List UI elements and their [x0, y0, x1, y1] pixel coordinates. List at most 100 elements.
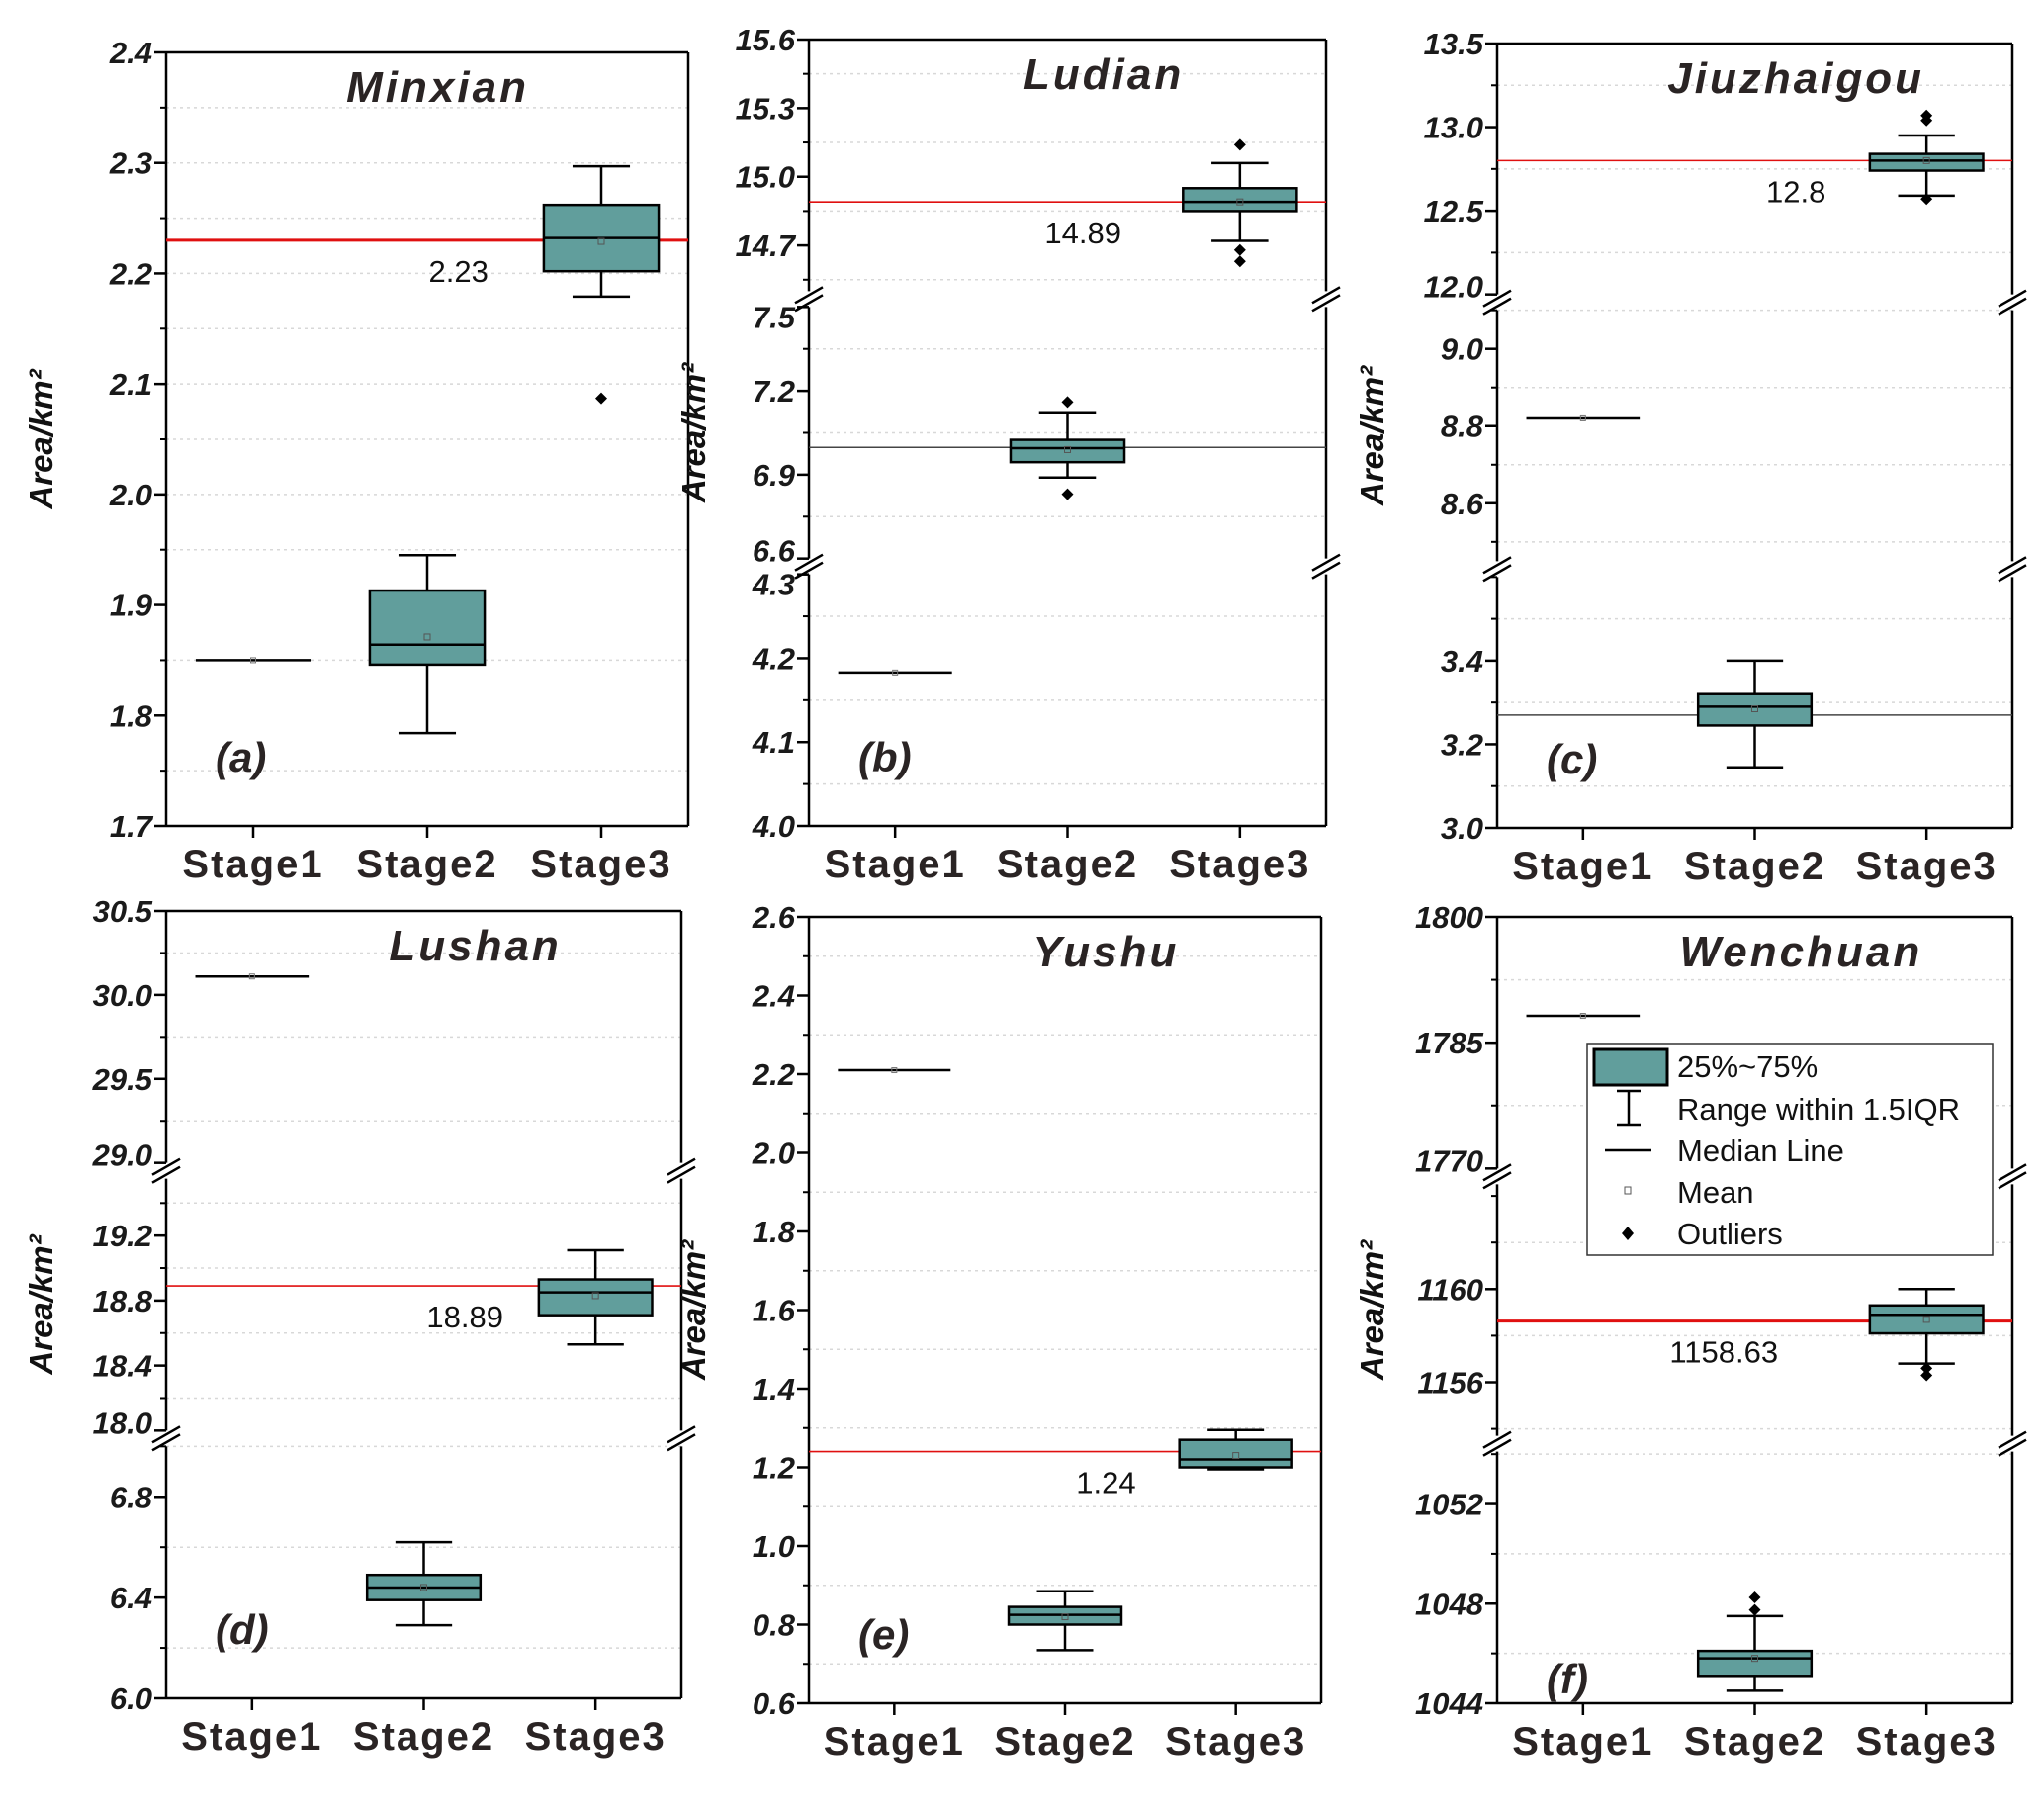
y-tick-label: 15.6 [736, 23, 796, 57]
iqr-box [1696, 1649, 1814, 1678]
x-tick-label: Stage2 [353, 1715, 494, 1759]
y-tick-label: 1785 [1415, 1026, 1484, 1060]
x-tick-label: Stage2 [1684, 845, 1825, 888]
legend: 25%~75% Range within 1.5IQR Median Line Mea… [1586, 1043, 1994, 1256]
y-tick-label: 1770 [1415, 1143, 1483, 1178]
panel-jiuzhaigou: 3.0 3.2 3.4 8.6 8.8 9.0 12.0 12.5 13.0 13.5 12.8 St… [1354, 27, 2027, 888]
axis-break-mark [1998, 1438, 2027, 1457]
x-tick-label: Stage2 [997, 843, 1138, 886]
axis-break-mark [1998, 556, 2027, 575]
legend-outlier-icon [1622, 1227, 1634, 1240]
axis-break-mark [794, 294, 824, 313]
y-tick-label: 2.6 [752, 900, 796, 935]
y-tick-label: 3.0 [1441, 811, 1483, 846]
axis-break-mark [1311, 294, 1341, 313]
x-tick-label: Stage1 [182, 843, 323, 886]
mean-marker [1232, 1452, 1240, 1460]
y-tick-label: 6.0 [110, 1682, 152, 1716]
y-tick-label: 14.7 [736, 228, 797, 263]
y-tick-label: 13.0 [1424, 111, 1483, 145]
x-tick-label: Stage3 [1165, 1720, 1306, 1764]
mean-marker [250, 657, 256, 664]
mean-marker [1236, 198, 1244, 206]
outlier-point [1233, 255, 1246, 268]
legend-item-label: Mean [1677, 1175, 1754, 1210]
axis-break-mark [667, 1157, 696, 1176]
legend-item-label: Median Line [1677, 1134, 1844, 1168]
panel-title: Ludian [1023, 50, 1184, 99]
reference-value-label: 12.8 [1766, 174, 1825, 209]
axis-break-mark [794, 561, 824, 580]
y-tick-label: 2.0 [109, 478, 152, 512]
panel-letter: (e) [858, 1611, 909, 1658]
axis-break-mark [667, 1425, 696, 1444]
y-tick-label: 6.9 [753, 458, 796, 493]
x-tick-label: Stage3 [530, 843, 671, 886]
y-tick-label: 1.6 [753, 1294, 796, 1328]
y-tick-label: 30.0 [93, 978, 152, 1013]
iqr-box [1868, 152, 1985, 172]
y-tick-label: 7.5 [753, 300, 796, 334]
panel-yushu: 0.6 0.8 1.0 1.2 1.4 1.6 1.8 2.0 2.2 2.4 2.6 1.24 Sta… [675, 900, 1323, 1764]
y-tick-label: 2.3 [109, 146, 152, 181]
y-tick-label: 13.5 [1424, 27, 1484, 61]
legend-item-label: Outliers [1677, 1217, 1783, 1251]
y-tick-label: 3.2 [1441, 727, 1483, 762]
axis-break-mark [151, 1425, 181, 1444]
axis-break-mark [1482, 1430, 1512, 1449]
outlier-point [1920, 1362, 1933, 1375]
axis-break-mark [1998, 1163, 2027, 1182]
reference-value-label: 14.89 [1044, 216, 1121, 250]
y-tick-label: 1.7 [110, 809, 154, 844]
panel-wenchuan: 1044 1048 1052 1156 1160 1770 1785 1800 1158.63 S… [1354, 900, 2027, 1764]
axis-break-mark [667, 1165, 696, 1184]
outlier-point [1233, 138, 1246, 151]
mean-marker [420, 1584, 427, 1591]
y-axis-label: Area/km² [23, 1233, 59, 1375]
y-tick-label: 6.6 [753, 534, 796, 569]
y-tick-label: 15.3 [736, 91, 795, 126]
panel-title: Lushan [389, 922, 561, 970]
axis-break-mark [1482, 297, 1512, 316]
y-tick-label: 9.0 [1441, 332, 1483, 367]
axis-break-mark [794, 553, 824, 572]
mean-marker [1922, 156, 1930, 164]
y-axis-label: Area/km² [675, 1239, 712, 1381]
y-tick-label: 1.9 [110, 589, 153, 623]
panel-letter: (f) [1547, 1656, 1588, 1702]
y-tick-label: 8.8 [1441, 409, 1484, 444]
mean-marker [1061, 1613, 1069, 1621]
y-tick-label: 12.0 [1424, 270, 1483, 305]
axis-break-mark [1311, 553, 1341, 572]
mean-marker [1579, 414, 1586, 421]
panel-letter: (a) [216, 734, 266, 780]
y-tick-label: 18.8 [93, 1284, 153, 1318]
x-tick-label: Stage1 [824, 1720, 965, 1764]
y-tick-label: 18.0 [93, 1406, 152, 1440]
y-tick-label: 4.2 [752, 641, 795, 676]
outlier-point [595, 392, 607, 405]
legend-item-label: 25%~75% [1677, 1049, 1818, 1084]
y-tick-label: 2.0 [752, 1136, 795, 1171]
axis-break-mark [794, 286, 824, 305]
iqr-box [1178, 1438, 1293, 1469]
y-axis-label: Area/km² [1354, 1239, 1390, 1381]
panel-title: Minxian [346, 63, 529, 112]
y-tick-label: 1.0 [753, 1529, 795, 1564]
x-tick-label: Stage3 [1169, 843, 1310, 886]
iqr-box [368, 589, 487, 667]
legend-whisker-icon [1617, 1089, 1641, 1127]
x-tick-label: Stage1 [181, 1715, 322, 1759]
iqr-box [1868, 1304, 1985, 1335]
y-tick-label: 0.6 [753, 1686, 796, 1721]
y-tick-label: 2.2 [109, 256, 152, 291]
outlier-point [1233, 243, 1246, 256]
reference-value-label: 1158.63 [1669, 1335, 1778, 1370]
y-tick-label: 2.4 [752, 979, 795, 1014]
mean-marker [1751, 1655, 1758, 1663]
x-tick-label: Stage1 [1512, 845, 1653, 888]
legend-box-swatch [1592, 1047, 1669, 1087]
axis-break-mark [151, 1157, 181, 1176]
mean-marker [597, 237, 605, 245]
panel-letter: (c) [1547, 736, 1597, 782]
